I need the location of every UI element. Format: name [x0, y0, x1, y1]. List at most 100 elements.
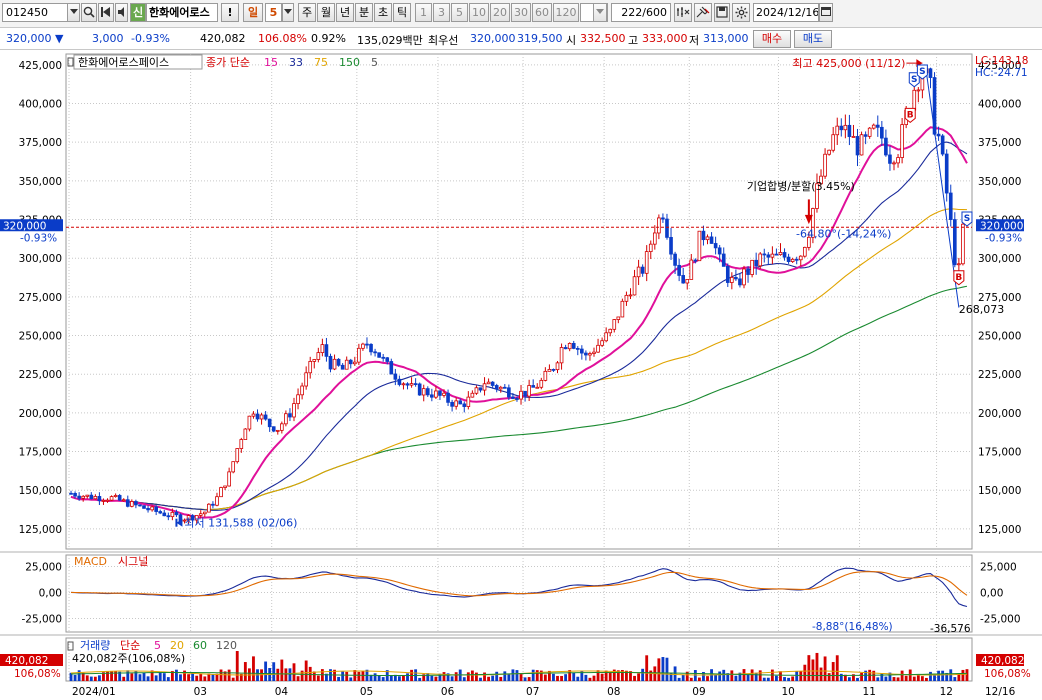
period-num-dropdown[interactable]	[282, 3, 294, 22]
volume-bar	[434, 676, 438, 681]
candle-body	[827, 149, 831, 155]
interval-10-button[interactable]: 10	[469, 3, 489, 22]
candle-body	[652, 232, 657, 245]
period-num-field[interactable]: 5	[265, 3, 282, 22]
candle-body	[511, 396, 515, 399]
volume-bar	[191, 672, 195, 681]
candle-body	[409, 383, 414, 386]
volume-bar	[641, 668, 645, 681]
volume-bar	[823, 656, 827, 681]
interval-30-button[interactable]: 30	[511, 3, 531, 22]
volume-bar	[357, 671, 361, 681]
candle-body	[859, 134, 864, 156]
interval-60-button[interactable]: 60	[532, 3, 552, 22]
candle-body	[936, 133, 941, 137]
interval-20-button[interactable]: 20	[490, 3, 510, 22]
volume-bar	[495, 671, 499, 681]
volume-bar	[779, 671, 782, 681]
volume-bar	[588, 677, 592, 681]
volume-bar	[211, 674, 215, 681]
candle-body	[454, 400, 458, 407]
volume-bar	[556, 675, 559, 681]
indicator-button[interactable]	[674, 3, 692, 22]
candle-body	[211, 503, 215, 506]
volume-bar	[442, 672, 446, 681]
volume-bar	[758, 670, 762, 681]
candle-body	[608, 328, 613, 334]
candle-body	[584, 352, 588, 356]
sell-button[interactable]: 매도	[794, 30, 832, 48]
volume-bar	[604, 670, 608, 681]
period-day-button[interactable]: 일	[243, 3, 263, 22]
volume-bar	[677, 677, 681, 681]
time-axis-label: 10	[781, 686, 794, 698]
volume-bar	[803, 664, 807, 681]
settings-button[interactable]	[732, 3, 750, 22]
current-pct-left-label: -0.93%	[20, 232, 57, 244]
candle-body	[620, 300, 625, 318]
candle-body	[750, 259, 754, 275]
candle-body	[105, 499, 110, 502]
price-axis-right-label: 175,000	[978, 447, 1021, 459]
candle-body	[807, 236, 811, 248]
alert-button[interactable]: !	[221, 3, 239, 22]
candle-body	[150, 506, 154, 511]
volume-bar	[815, 652, 819, 681]
save-button[interactable]	[714, 3, 730, 22]
tab-year[interactable]: 년	[336, 3, 354, 22]
tab-tick[interactable]: 틱	[393, 3, 411, 22]
volume-bar	[904, 675, 908, 681]
interval-5-button[interactable]: 5	[451, 3, 468, 22]
down-arrow-icon: ▼	[55, 32, 64, 45]
volume-value: 420,082	[200, 32, 246, 45]
volume-bar	[126, 670, 130, 681]
time-axis-label: 06	[441, 686, 455, 698]
price-axis-left-label: 375,000	[19, 137, 62, 149]
interval-5-label: 5	[456, 6, 463, 19]
sell-signal-flag-label: S	[911, 75, 917, 85]
search-button[interactable]	[81, 3, 97, 22]
tab-week[interactable]: 주	[298, 3, 316, 22]
interval-3-button[interactable]: 3	[433, 3, 450, 22]
tab-month[interactable]: 월	[317, 3, 335, 22]
current-price-left-label: 320,000	[3, 220, 46, 232]
date-field[interactable]: 2024/12/16	[753, 3, 819, 22]
volume-bar	[102, 672, 105, 681]
interval-1-button[interactable]: 1	[415, 3, 432, 22]
volume-bar	[961, 669, 965, 681]
stock-name-field[interactable]: 한화에어로스	[146, 3, 218, 22]
credit-flag-label: 신	[132, 6, 144, 19]
draw-tool-button[interactable]	[694, 3, 712, 22]
stock-code-field[interactable]: 012450	[2, 3, 68, 22]
candle-body	[701, 230, 706, 241]
quote-bar: 320,000 ▼ 3,000 -0.93% 420,082 106.08% 0…	[0, 28, 1042, 50]
interval-dropdown[interactable]	[593, 3, 607, 22]
macd-axis-left-label: 0,00	[39, 587, 62, 599]
candle-count-field[interactable]: 222/600	[611, 3, 671, 22]
chart-area[interactable]: 425,000 425,000 400,000 400,000 375,000 375,0…	[0, 50, 1042, 700]
legend-box	[73, 54, 203, 70]
candle-body	[369, 343, 373, 353]
price-axis-left-label: 425,000	[19, 60, 62, 72]
volume-ratio: 106.08%	[258, 32, 307, 45]
low-arrow-head	[176, 518, 183, 527]
candle-body	[778, 252, 783, 256]
code-dropdown-button[interactable]	[67, 3, 80, 22]
candle-body	[567, 343, 572, 350]
candle-body	[721, 253, 726, 267]
recent-low-label: 268,073	[959, 303, 1005, 316]
calendar-button[interactable]	[819, 3, 833, 22]
candle-body	[713, 243, 718, 249]
tab-minute[interactable]: 분	[355, 3, 373, 22]
interval-120-button[interactable]: 120	[553, 3, 579, 22]
time-axis-label: 07	[526, 686, 539, 698]
candle-body	[89, 494, 94, 500]
buy-button[interactable]: 매수	[753, 30, 791, 48]
volume-bar	[179, 674, 182, 681]
volume-bar	[187, 674, 191, 681]
reverse-play-button[interactable]	[98, 3, 114, 22]
volume-bar	[539, 670, 543, 681]
sound-button[interactable]	[115, 3, 128, 22]
tab-second[interactable]: 초	[374, 3, 392, 22]
save-icon	[716, 6, 728, 18]
